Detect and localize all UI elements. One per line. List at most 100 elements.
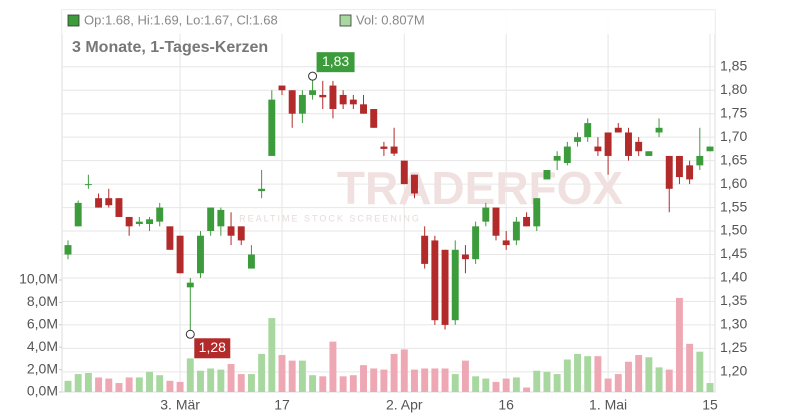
candle-body — [135, 221, 143, 224]
candle-body — [431, 240, 439, 321]
volume-bar — [604, 378, 612, 392]
candle-body — [594, 146, 602, 152]
candle-body — [584, 123, 592, 138]
candle-body — [675, 155, 683, 178]
y-tick-label: 1,80 — [720, 81, 747, 97]
candle-body — [237, 226, 245, 241]
high-label-bg — [316, 52, 355, 73]
volume-bar — [563, 359, 571, 392]
candle-body — [247, 254, 255, 269]
x-tick-label: 3. Mär — [160, 397, 200, 413]
candle-body — [329, 85, 337, 110]
x-tick-label: 16 — [498, 397, 514, 413]
volume-bar — [370, 368, 378, 392]
legend-label: Op:1.68, Hi:1.69, Lo:1.67, Cl:1.68 — [84, 12, 278, 27]
candle-body — [492, 207, 500, 236]
candle-body — [370, 109, 378, 128]
y-tick-label: 1,70 — [720, 128, 747, 144]
subtitle: 3 Monate, 1-Tages-Kerzen — [72, 39, 268, 56]
candle-body — [339, 94, 347, 105]
candle-body — [125, 216, 133, 227]
volume-bar — [105, 378, 113, 392]
volume-bar — [553, 374, 561, 392]
volume-bar — [492, 381, 500, 392]
volume-bar — [156, 375, 164, 392]
volume-bar — [411, 369, 418, 392]
volume-bar — [421, 368, 429, 392]
volume-bar — [197, 370, 204, 392]
volume-bar — [237, 374, 245, 392]
volume-bar — [186, 358, 194, 392]
volume-bar — [625, 361, 632, 392]
volume-bar — [584, 356, 592, 392]
background-layer — [62, 10, 715, 392]
volume-bar — [247, 374, 255, 392]
candle-body — [706, 146, 714, 152]
high-label: 1,83 — [322, 53, 349, 69]
volume-bar — [278, 355, 286, 392]
volume-bar — [380, 369, 388, 392]
volume-bar — [472, 376, 480, 392]
candle-body — [360, 104, 367, 114]
volume-bar — [686, 343, 694, 392]
volume-bar — [349, 375, 357, 392]
marks-layer: 1,20 1,25 1,30 1,35 1,40 1,45 1,50 1,55 1,60 1,65… — [19, 52, 747, 413]
y-tick-label: 1,30 — [720, 316, 747, 332]
candle-body — [115, 198, 123, 217]
volume-bar — [115, 383, 123, 392]
volume-bar — [665, 369, 673, 392]
y-tick-label: 1,60 — [720, 175, 747, 191]
volume-bar — [461, 360, 469, 392]
candle-body — [176, 235, 184, 274]
volume-bar — [594, 356, 602, 392]
y-tick-label: 1,75 — [720, 104, 747, 120]
volume-bar — [482, 378, 490, 392]
candle-body — [421, 235, 429, 264]
y-tick-label: 1,40 — [720, 269, 747, 285]
candle-body — [156, 207, 164, 222]
legend-swatch — [67, 14, 80, 27]
volume-bar — [84, 372, 92, 392]
candle-body — [74, 202, 82, 227]
y2-tick-label: 6,0M — [27, 315, 58, 331]
volume-bar — [64, 380, 72, 392]
volume-bar — [543, 371, 551, 392]
candle-body — [268, 99, 276, 156]
y2-tick-label: 0,0M — [27, 383, 58, 399]
candle-body — [278, 85, 286, 91]
candle-body — [411, 174, 418, 194]
volume-bar — [309, 375, 317, 392]
candle-body — [309, 90, 317, 95]
x-tick-label: 17 — [274, 397, 290, 413]
candle-body — [482, 207, 490, 222]
legend-label: Vol: 0.807M — [356, 12, 425, 27]
low-label-bg — [194, 338, 231, 359]
y-tick-label: 1,85 — [720, 57, 747, 73]
candle-body — [686, 165, 694, 180]
candle-body — [472, 226, 480, 260]
y-tick-label: 1,55 — [720, 198, 747, 214]
watermark: TRADERFOX — [337, 162, 624, 214]
volume-bar — [706, 383, 714, 392]
candle-body — [64, 245, 72, 255]
volume-bar — [166, 380, 174, 392]
candle-body — [563, 146, 571, 163]
candle-body — [451, 249, 459, 321]
volume-bar — [400, 349, 408, 392]
candle-body — [696, 155, 704, 166]
low-label: 1,28 — [199, 339, 226, 355]
candle-body — [655, 127, 663, 133]
watermark-sub: REALTIME STOCK SCREENING — [239, 213, 421, 223]
candle-body — [380, 146, 388, 149]
volume-bar — [95, 377, 103, 392]
volume-bar — [227, 363, 235, 392]
candle-body — [645, 151, 653, 156]
y2-tick-label: 4,0M — [27, 338, 58, 354]
candle-body — [400, 160, 408, 185]
candle-body — [502, 240, 510, 246]
volume-bar — [441, 368, 449, 392]
volume-bar — [533, 370, 541, 392]
candle-body — [227, 226, 235, 236]
candle-body — [105, 198, 113, 206]
